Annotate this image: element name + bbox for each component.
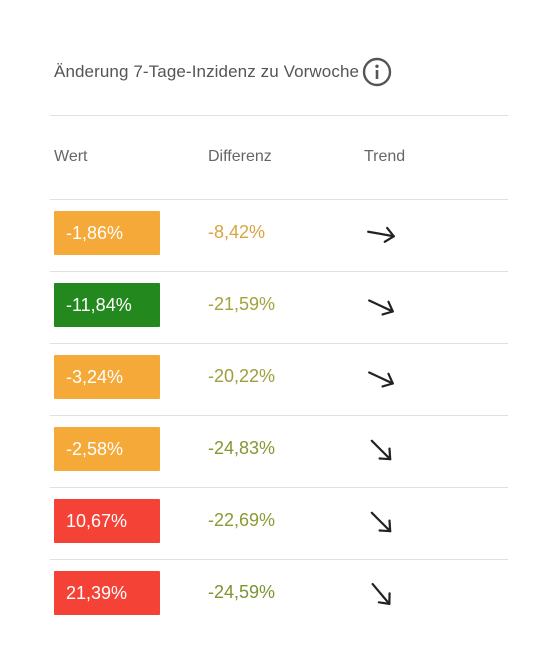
row-divider xyxy=(50,559,508,560)
row-divider xyxy=(50,271,508,272)
wert-badge: 10,67% xyxy=(54,499,160,543)
row-divider xyxy=(50,343,508,344)
differenz-value: -8,42% xyxy=(208,222,266,242)
table-row: -1,86% -8,42% xyxy=(50,199,508,271)
column-header-trend: Trend xyxy=(364,148,406,165)
header-divider xyxy=(50,115,508,116)
differenz-value: -20,22% xyxy=(208,366,276,386)
table-row: 10,67% -22,69% xyxy=(50,487,508,559)
trend-arrow-icon xyxy=(364,291,398,321)
table-row: 21,39% -24,59% xyxy=(50,559,508,631)
trend-arrow-icon xyxy=(364,579,398,609)
widget-header: Änderung 7-Tage-Inzidenz zu Vorwoche xyxy=(54,56,393,88)
column-header-wert: Wert xyxy=(54,148,88,165)
wert-badge: -2,58% xyxy=(54,427,160,471)
info-icon[interactable] xyxy=(361,56,393,88)
table-row: -3,24% -20,22% xyxy=(50,343,508,415)
widget-title: Änderung 7-Tage-Inzidenz zu Vorwoche xyxy=(54,62,360,81)
trend-arrow-icon xyxy=(364,219,398,249)
trend-arrow-icon xyxy=(364,507,398,537)
row-divider xyxy=(50,487,508,488)
differenz-value: -21,59% xyxy=(208,294,276,314)
trend-arrow-icon xyxy=(364,435,398,465)
row-divider xyxy=(50,415,508,416)
trend-arrow-icon xyxy=(364,363,398,393)
wert-badge: -3,24% xyxy=(54,355,160,399)
differenz-value: -22,69% xyxy=(208,510,276,530)
wert-badge: 21,39% xyxy=(54,571,160,615)
differenz-value: -24,59% xyxy=(208,582,276,602)
table-row: -2,58% -24,83% xyxy=(50,415,508,487)
differenz-value: -24,83% xyxy=(208,438,276,458)
wert-badge: -11,84% xyxy=(54,283,160,327)
row-divider xyxy=(50,199,508,200)
wert-badge: -1,86% xyxy=(54,211,160,255)
column-header-differenz: Differenz xyxy=(208,148,272,165)
table-row: -11,84% -21,59% xyxy=(50,271,508,343)
